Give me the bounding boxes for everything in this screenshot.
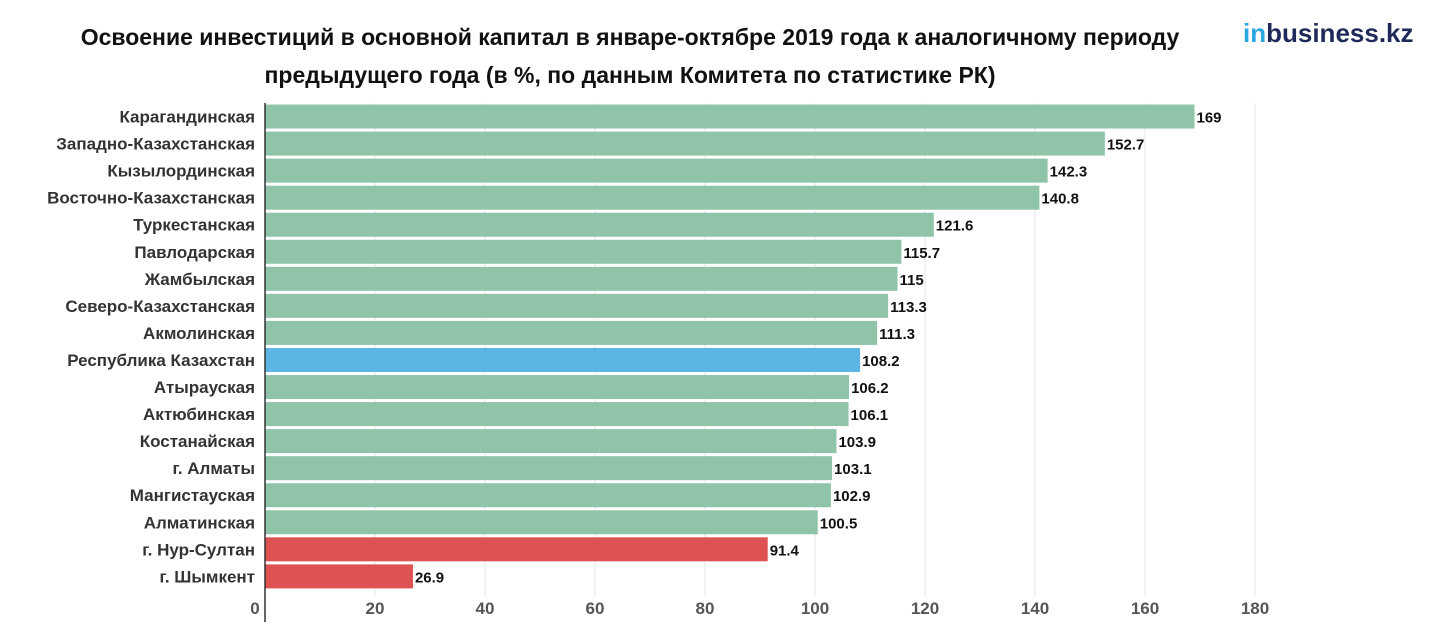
x-tick-label: 140 bbox=[1021, 599, 1049, 618]
category-label: г. Шымкент bbox=[159, 567, 255, 586]
bar bbox=[265, 429, 837, 454]
value-label: 169 bbox=[1197, 110, 1222, 127]
bar bbox=[265, 483, 831, 508]
chart-title-line2: предыдущего года (в %, по данным Комитет… bbox=[264, 62, 996, 88]
value-label: 106.2 bbox=[851, 380, 889, 397]
value-label: 115.7 bbox=[903, 245, 940, 262]
category-label: г. Нур-Султан bbox=[142, 540, 255, 559]
bar bbox=[265, 293, 889, 318]
value-label: 111.3 bbox=[879, 326, 915, 343]
category-label: Восточно-Казахстанская bbox=[47, 189, 255, 208]
value-label: 100.5 bbox=[820, 515, 858, 532]
site-logo-accent: in bbox=[1243, 18, 1267, 48]
x-tick-label: 100 bbox=[801, 599, 829, 618]
value-label: 140.8 bbox=[1041, 191, 1079, 208]
x-tick-label: 0 bbox=[250, 599, 259, 618]
bar bbox=[265, 456, 833, 481]
category-label: Туркестанская bbox=[133, 216, 255, 235]
bar bbox=[265, 375, 850, 400]
category-label: Атырауская bbox=[154, 378, 255, 397]
value-label: 102.9 bbox=[833, 488, 871, 505]
value-label: 103.1 bbox=[834, 461, 872, 478]
category-labels: Карагандинская Западно-Казахстанская Кызыл… bbox=[47, 108, 255, 587]
x-tick-label: 120 bbox=[911, 599, 939, 618]
bars bbox=[265, 104, 1195, 589]
value-labels: 169 152.7 142.3 140.8 121.6 115.7 115 113.3 111.… bbox=[415, 110, 1222, 587]
category-label: Кызылординская bbox=[107, 162, 255, 181]
category-label: Павлодарская bbox=[134, 243, 255, 262]
bar bbox=[265, 104, 1195, 129]
category-label: г. Алматы bbox=[172, 459, 255, 478]
x-tick-label: 60 bbox=[586, 599, 605, 618]
category-label: Акмолинская bbox=[143, 324, 255, 343]
value-label: 108.2 bbox=[862, 353, 900, 370]
bar bbox=[265, 158, 1048, 183]
chart-title: Освоение инвестиций в основной капитал в… bbox=[0, 18, 1260, 94]
x-tick-label: 180 bbox=[1241, 599, 1269, 618]
bar bbox=[265, 266, 898, 291]
bar bbox=[265, 131, 1105, 156]
chart-title-line1: Освоение инвестиций в основной капитал в… bbox=[80, 24, 1180, 50]
value-label: 106.1 bbox=[851, 407, 889, 424]
bar bbox=[265, 239, 902, 264]
category-label: Северо-Казахстанская bbox=[65, 297, 255, 316]
bar bbox=[265, 510, 818, 535]
value-label: 26.9 bbox=[415, 569, 444, 586]
bar bbox=[265, 402, 849, 427]
site-logo: inbusiness.kz bbox=[1243, 18, 1414, 49]
category-label: Актюбинская bbox=[143, 405, 255, 424]
value-label: 142.3 bbox=[1050, 164, 1088, 181]
value-label: 113.3 bbox=[890, 299, 927, 316]
value-label: 115 bbox=[900, 272, 924, 289]
bar bbox=[265, 537, 768, 562]
category-label: Алматинская bbox=[144, 513, 255, 532]
x-tick-label: 80 bbox=[696, 599, 715, 618]
value-label: 152.7 bbox=[1107, 137, 1145, 154]
x-tick-label: 160 bbox=[1131, 599, 1159, 618]
value-label: 91.4 bbox=[770, 542, 800, 559]
category-label: Мангистауская bbox=[130, 486, 255, 505]
x-tick-label: 20 bbox=[366, 599, 385, 618]
site-logo-text: business.kz bbox=[1266, 18, 1414, 48]
bar bbox=[265, 320, 878, 345]
category-label: Республика Казахстан bbox=[67, 351, 255, 370]
value-label: 103.9 bbox=[838, 434, 876, 451]
value-label: 121.6 bbox=[936, 218, 974, 235]
category-label: Карагандинская bbox=[119, 108, 255, 127]
category-label: Жамбылская bbox=[144, 270, 255, 289]
category-label: Костанайская bbox=[140, 432, 255, 451]
bar bbox=[265, 564, 413, 589]
bar bbox=[265, 185, 1040, 210]
x-tick-labels: 0 20 40 60 80 100 120 140 160 180 bbox=[250, 599, 1269, 618]
x-tick-label: 40 bbox=[476, 599, 495, 618]
bar bbox=[265, 347, 861, 372]
bar bbox=[265, 212, 934, 237]
category-label: Западно-Казахстанская bbox=[56, 135, 255, 154]
